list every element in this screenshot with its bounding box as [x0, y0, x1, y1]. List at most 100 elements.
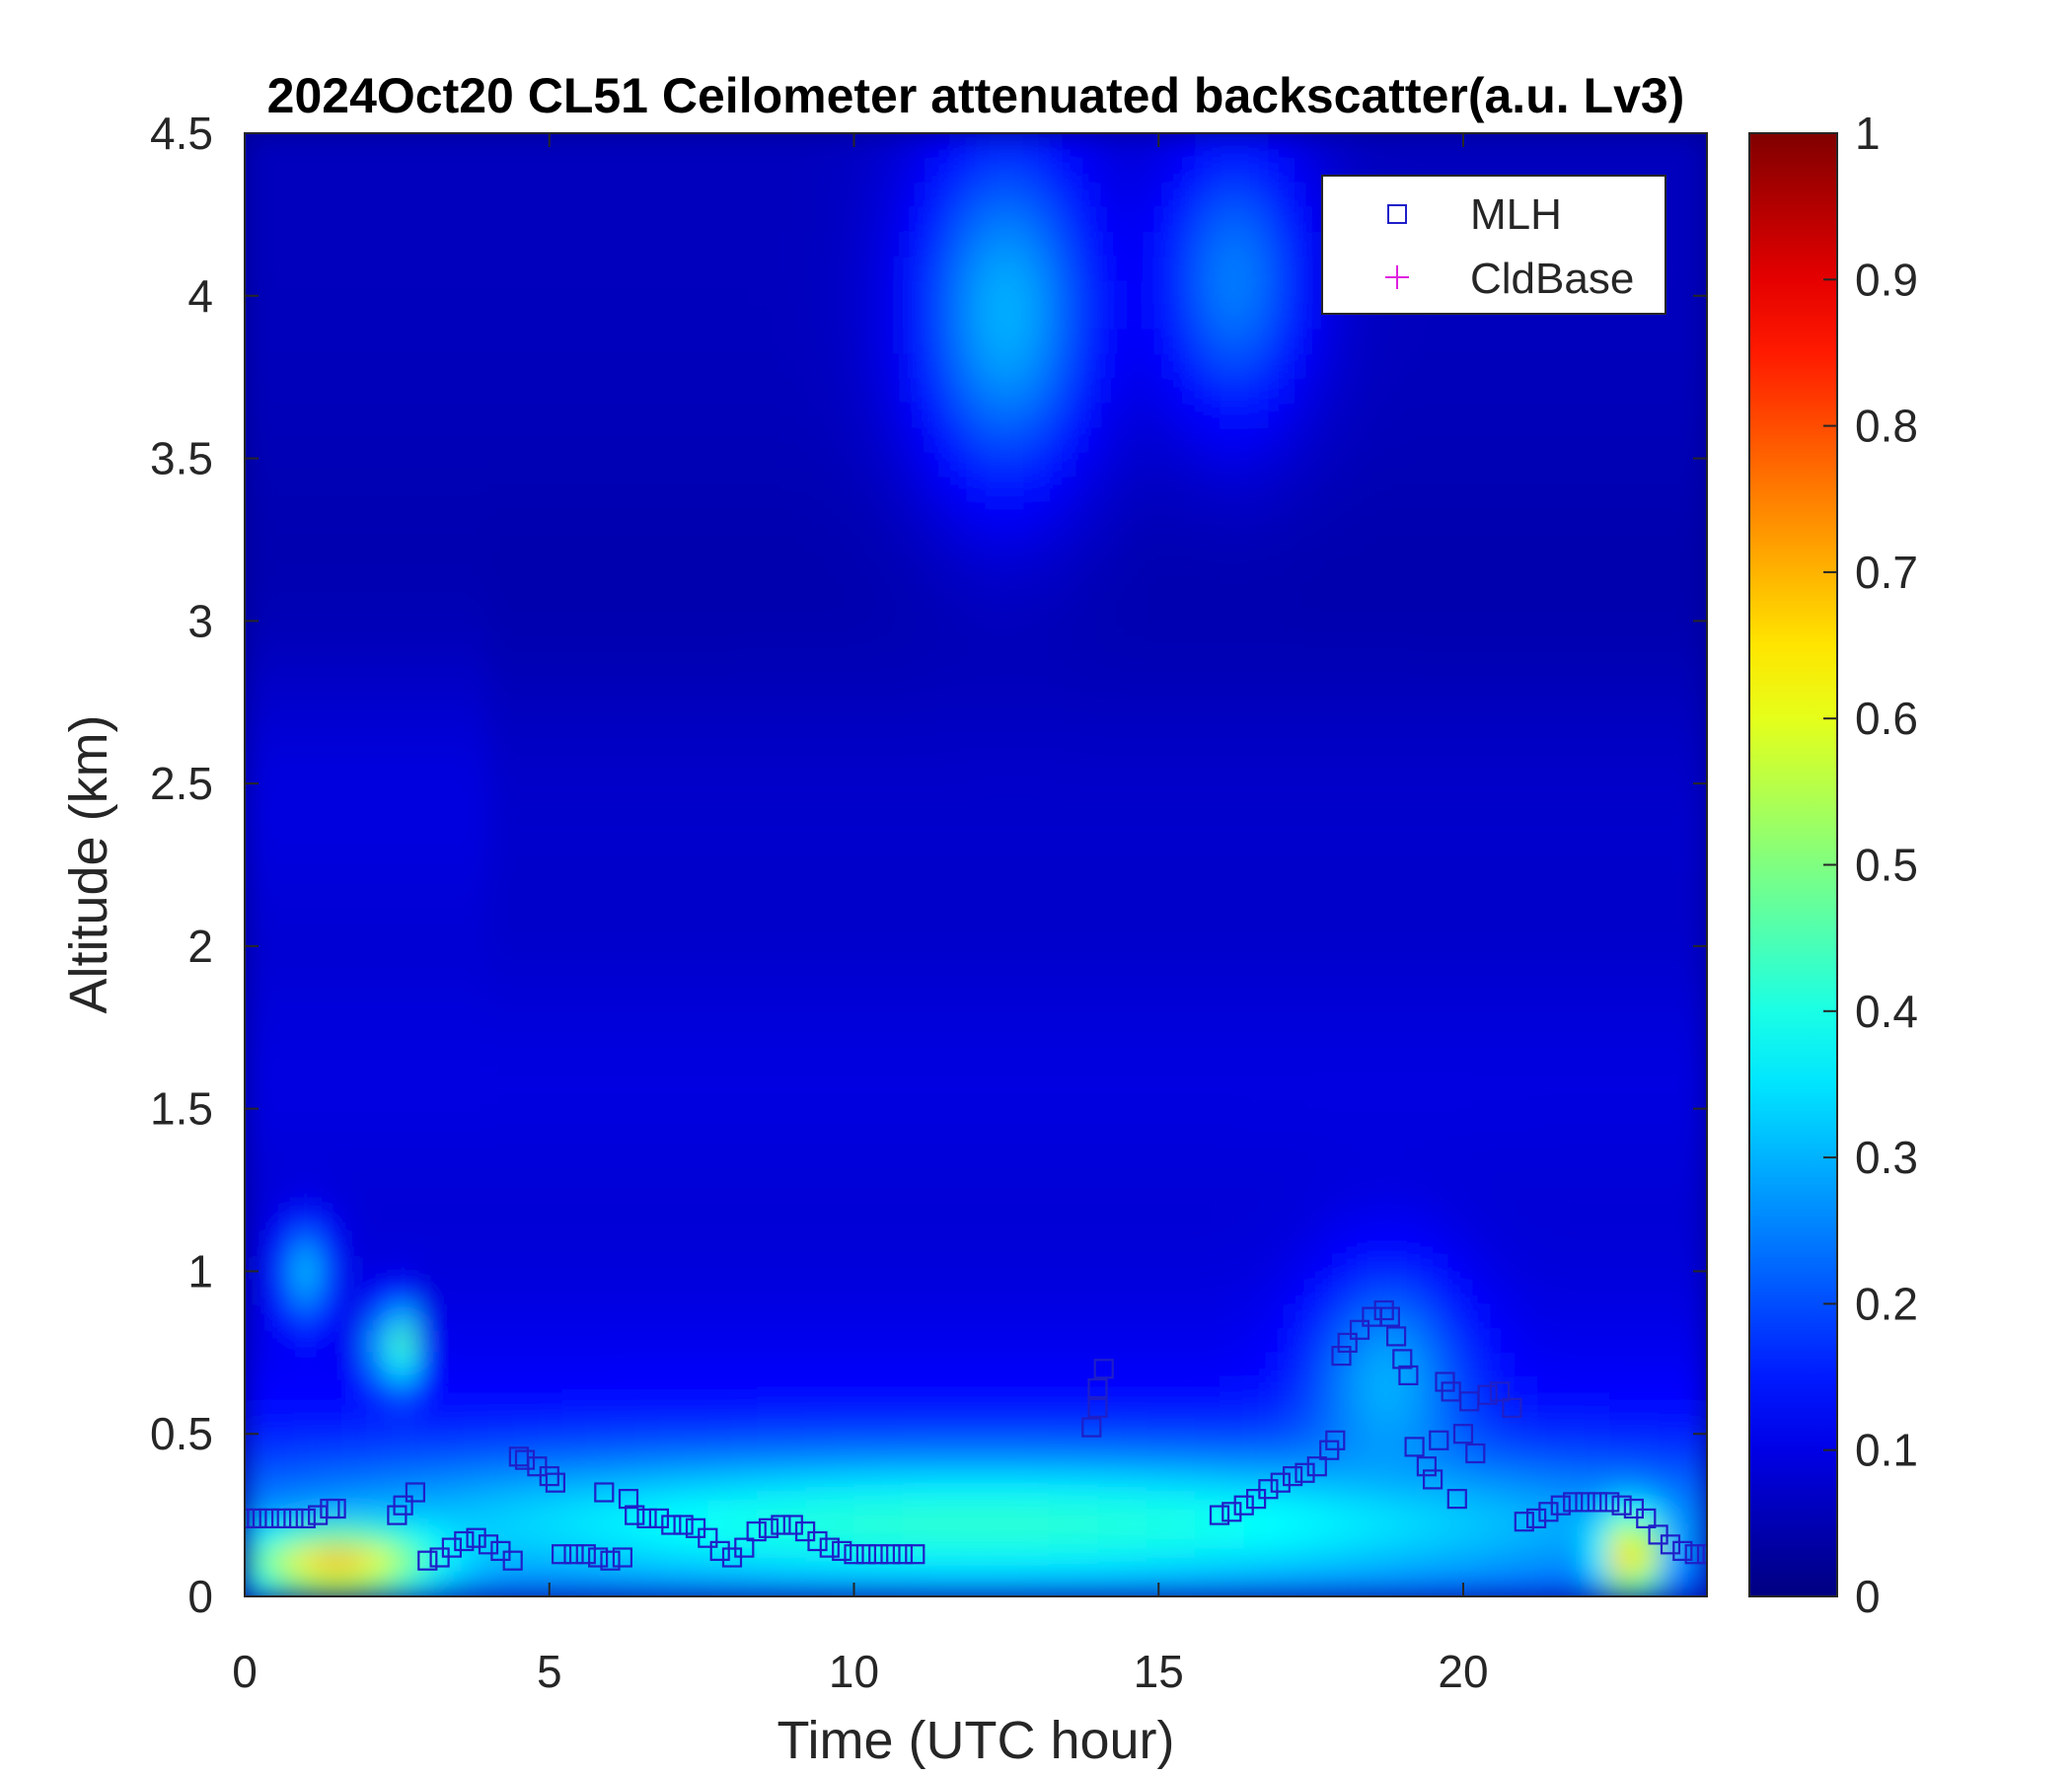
heatmap-cell [878, 1133, 904, 1159]
heatmap-cell [1633, 1352, 1660, 1378]
heatmap-cell [464, 475, 489, 500]
heatmap-cell [1536, 1035, 1562, 1062]
heatmap-cell [926, 767, 953, 793]
heatmap-cell [926, 279, 953, 305]
heatmap-cell [1633, 840, 1660, 866]
heatmap-cell [853, 279, 880, 305]
heatmap-cell [658, 182, 685, 208]
heatmap-cell [1633, 1426, 1660, 1451]
heatmap-cell [464, 718, 489, 744]
heatmap-cell [512, 133, 539, 159]
heatmap-cell [1487, 1328, 1514, 1354]
heatmap-cell [1097, 133, 1124, 159]
heatmap-cell [1195, 913, 1221, 939]
heatmap-cell [1073, 498, 1099, 525]
heatmap-cell [999, 791, 1026, 817]
heatmap-cell [391, 889, 416, 915]
heatmap-cell [1560, 621, 1587, 646]
heatmap-cell [561, 401, 587, 427]
heatmap-cell [391, 133, 416, 159]
heatmap-cell [1170, 1181, 1197, 1208]
heatmap-cell [537, 1206, 563, 1232]
heatmap-cell [1073, 279, 1099, 305]
heatmap-cell [1389, 133, 1416, 159]
colorbar-tick-label: 0.7 [1855, 547, 1918, 598]
mlh-marker [734, 1537, 755, 1558]
heatmap-cell [878, 987, 904, 1012]
heatmap-cell [1243, 645, 1270, 671]
heatmap-cell [1243, 889, 1270, 915]
heatmap-cell [780, 1401, 807, 1427]
heatmap-cell [1658, 377, 1684, 403]
heatmap-cell [268, 1035, 295, 1062]
heatmap-cell [805, 1010, 831, 1037]
heatmap-cell [780, 1010, 807, 1037]
heatmap-cell [926, 962, 953, 989]
heatmap-cell [1316, 1230, 1343, 1256]
heatmap-cell [1220, 304, 1245, 330]
heatmap-cell [318, 1572, 343, 1596]
heatmap-cell [951, 1108, 977, 1135]
heatmap-cell [1170, 1474, 1197, 1501]
heatmap-cell [1049, 1181, 1074, 1208]
heatmap-cell [1122, 791, 1147, 817]
heatmap-cell [1439, 1352, 1464, 1378]
heatmap-cell [414, 913, 441, 939]
heatmap-cell [1463, 1401, 1489, 1427]
heatmap-cell [853, 718, 880, 744]
heatmap-cell [561, 694, 587, 720]
heatmap-cell [1536, 1328, 1562, 1354]
heatmap-cell [1024, 1376, 1051, 1403]
heatmap-cell [1414, 889, 1441, 915]
heatmap-cell [780, 840, 807, 866]
heatmap-cell [318, 1230, 343, 1256]
heatmap-cell [537, 206, 563, 232]
heatmap-cell [1585, 1206, 1611, 1232]
heatmap-cell [561, 1303, 587, 1330]
heatmap-cell [1682, 548, 1707, 573]
heatmap-cell [366, 230, 393, 257]
heatmap-cell [1487, 1449, 1514, 1476]
heatmap-cell [585, 1230, 612, 1256]
heatmap-cell [1293, 548, 1318, 573]
heatmap-cell [561, 1328, 587, 1354]
heatmap-cell [1439, 1230, 1464, 1256]
heatmap-cell [1049, 1522, 1074, 1549]
heatmap-cell [1195, 133, 1221, 159]
heatmap-cell [951, 1474, 977, 1501]
heatmap-cell [366, 816, 393, 842]
heatmap-cell [926, 230, 953, 257]
heatmap-cell [902, 255, 928, 281]
heatmap-cell [1609, 987, 1635, 1012]
heatmap-cell [464, 1426, 489, 1451]
heatmap-cell [707, 279, 733, 305]
heatmap-cell [1195, 571, 1221, 598]
heatmap-cell [658, 937, 685, 964]
heatmap-cell [683, 742, 709, 769]
heatmap-cell [805, 425, 831, 452]
heatmap-cell [1536, 328, 1562, 354]
heatmap-cell [951, 913, 977, 939]
heatmap-cell [976, 523, 1001, 550]
heatmap-cell [464, 1035, 489, 1062]
heatmap-cell [1195, 255, 1221, 281]
heatmap-cell [439, 1328, 466, 1354]
heatmap-cell [756, 498, 782, 525]
mlh-marker [1575, 1492, 1595, 1513]
heatmap-cell [1341, 1401, 1368, 1427]
mlh-marker [283, 1508, 304, 1529]
heatmap-cell [391, 596, 416, 623]
heatmap-cell [464, 1181, 489, 1208]
heatmap-cell [1293, 1328, 1318, 1354]
heatmap-cell [926, 1522, 953, 1549]
heatmap-cell [1195, 962, 1221, 989]
heatmap-cell [1049, 1035, 1074, 1062]
heatmap-cell [756, 133, 782, 159]
heatmap-cell [999, 889, 1026, 915]
heatmap-cell [1097, 1230, 1124, 1256]
heatmap-cell [853, 1060, 880, 1085]
heatmap-cell [1682, 1084, 1707, 1110]
heatmap-cell [1170, 230, 1197, 257]
heatmap-cell [1682, 133, 1707, 159]
heatmap-cell [293, 596, 320, 623]
